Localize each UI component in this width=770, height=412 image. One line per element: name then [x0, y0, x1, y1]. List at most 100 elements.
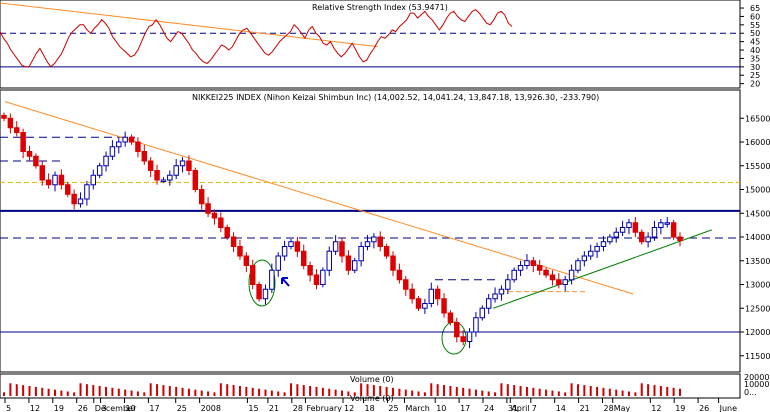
candle-body — [409, 288, 415, 300]
x-axis-label: 24 — [484, 404, 494, 412]
price-tick-label: 15000 — [745, 186, 770, 195]
volume-bar — [494, 392, 497, 396]
volume-bar — [226, 384, 229, 396]
volume-bar — [659, 386, 662, 396]
volume-bar — [372, 385, 375, 396]
candle-body — [543, 269, 549, 276]
candle-body — [211, 212, 218, 219]
rsi-line — [0, 9, 513, 68]
rsi-tick-label: 45 — [750, 38, 760, 47]
volume-bar — [3, 392, 5, 396]
volume-bar — [98, 386, 101, 396]
candle-body — [7, 117, 14, 129]
volume-bar — [525, 386, 528, 396]
volume-bar — [468, 388, 471, 396]
x-axis-label: 14 — [556, 404, 566, 412]
volume-bar — [481, 390, 484, 396]
candle-body — [575, 260, 581, 271]
x-axis-label: 12 — [344, 404, 354, 412]
volume-bar — [22, 385, 25, 396]
candle-body — [141, 151, 148, 162]
candle-body — [173, 165, 179, 176]
candle-body — [651, 227, 658, 238]
candle-body — [84, 184, 90, 200]
candle-body — [179, 160, 186, 167]
volume-overlay-label: Volume (0) — [350, 394, 394, 403]
volume-bar — [73, 392, 76, 396]
x-axis-label: 5 — [6, 404, 11, 412]
volume-bar — [66, 391, 69, 396]
rsi-tick-label: 55 — [750, 21, 760, 30]
candle-body — [594, 246, 600, 252]
candle-body — [167, 174, 173, 181]
x-axis-label: 3 — [102, 404, 107, 412]
candle-body — [479, 307, 486, 319]
x-axis-label: 10 — [436, 404, 446, 412]
x-axis-label: 31 — [508, 404, 518, 412]
volume-bar — [41, 387, 44, 396]
volume-bar — [423, 392, 426, 396]
volume-bar — [28, 386, 31, 396]
volume-bar — [47, 388, 50, 396]
rsi-tick-label: 30 — [750, 63, 760, 72]
volume-bar — [360, 383, 363, 396]
volume-bar — [506, 384, 509, 396]
candle-body — [65, 184, 71, 195]
rsi-tick-label: 40 — [750, 46, 760, 55]
candle-body — [198, 189, 205, 205]
price-tick-label: 11500 — [745, 352, 770, 361]
candle-body — [581, 255, 588, 262]
candle-body — [505, 279, 511, 290]
candle-body — [517, 265, 524, 271]
candle-body — [96, 165, 103, 176]
volume-bar — [187, 388, 190, 396]
candle-body — [307, 265, 313, 276]
volume-bar — [462, 387, 465, 396]
x-axis-label: 26 — [699, 404, 709, 412]
volume-bar — [366, 384, 369, 396]
candle-body — [358, 246, 364, 262]
volume-bar — [124, 389, 127, 396]
candle-body — [587, 250, 594, 257]
volume-bar — [149, 383, 152, 396]
volume-bar — [653, 385, 656, 396]
x-axis-label: 28 — [604, 404, 614, 412]
candle-body — [383, 246, 390, 257]
volume-bar — [398, 388, 401, 396]
volume-bar — [219, 383, 222, 396]
volume-bar — [168, 386, 171, 396]
volume-bar — [411, 390, 414, 396]
candle-body — [249, 265, 256, 285]
candle-body — [20, 132, 26, 152]
volume-bar — [513, 385, 516, 396]
candle-body — [530, 260, 537, 266]
candle-body — [339, 241, 345, 257]
rsi-tick-label: 25 — [750, 71, 760, 80]
volume-bar — [487, 391, 490, 396]
price-tick-label: 16000 — [745, 138, 770, 147]
candle-body — [262, 288, 269, 300]
candle-body — [473, 317, 479, 333]
rsi-tick-label: 20 — [750, 80, 760, 89]
candle-body — [45, 179, 52, 186]
volume-bar — [117, 388, 120, 396]
volume-bar — [85, 384, 88, 396]
volume-bar — [634, 392, 637, 396]
candle-body — [332, 241, 339, 252]
volume-bar — [111, 387, 114, 396]
x-axis-label: December — [95, 404, 137, 412]
rsi-trendline — [0, 2, 378, 48]
volume-bar — [258, 388, 261, 396]
volume-bar — [289, 383, 292, 396]
volume-bar — [130, 390, 133, 396]
volume-bar — [417, 391, 420, 396]
volume-bar — [545, 389, 548, 396]
candle-body — [524, 260, 530, 266]
volume-bar — [570, 383, 573, 396]
candle-body — [536, 265, 543, 271]
volume-bar — [404, 389, 407, 396]
highlight-ellipse — [441, 321, 467, 355]
price-tick-label: 13000 — [745, 281, 770, 290]
rsi-title: Relative Strength Index (53.9471) — [312, 3, 448, 12]
